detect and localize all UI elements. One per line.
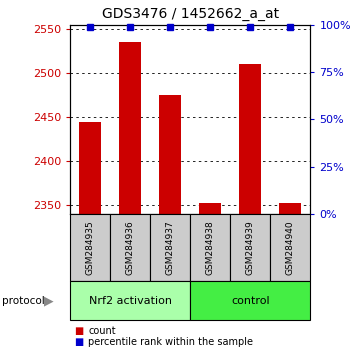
Text: count: count: [88, 326, 116, 336]
Text: GSM284938: GSM284938: [206, 221, 215, 275]
Text: percentile rank within the sample: percentile rank within the sample: [88, 337, 253, 347]
Text: Nrf2 activation: Nrf2 activation: [89, 296, 172, 306]
Text: GSM284940: GSM284940: [286, 221, 295, 275]
Text: protocol: protocol: [2, 296, 44, 306]
Bar: [79, 122, 101, 214]
Text: control: control: [231, 296, 270, 306]
Title: GDS3476 / 1452662_a_at: GDS3476 / 1452662_a_at: [102, 7, 279, 21]
Bar: [279, 203, 301, 214]
Text: ■: ■: [74, 337, 83, 347]
Text: GSM284937: GSM284937: [166, 221, 175, 275]
Text: GSM284935: GSM284935: [86, 221, 95, 275]
Text: GSM284936: GSM284936: [126, 221, 135, 275]
Bar: [160, 95, 182, 214]
Bar: [199, 203, 221, 214]
Bar: [119, 42, 142, 214]
Text: ▶: ▶: [44, 295, 53, 307]
Bar: [239, 64, 261, 214]
Text: GSM284939: GSM284939: [246, 221, 255, 275]
Text: ■: ■: [74, 326, 83, 336]
